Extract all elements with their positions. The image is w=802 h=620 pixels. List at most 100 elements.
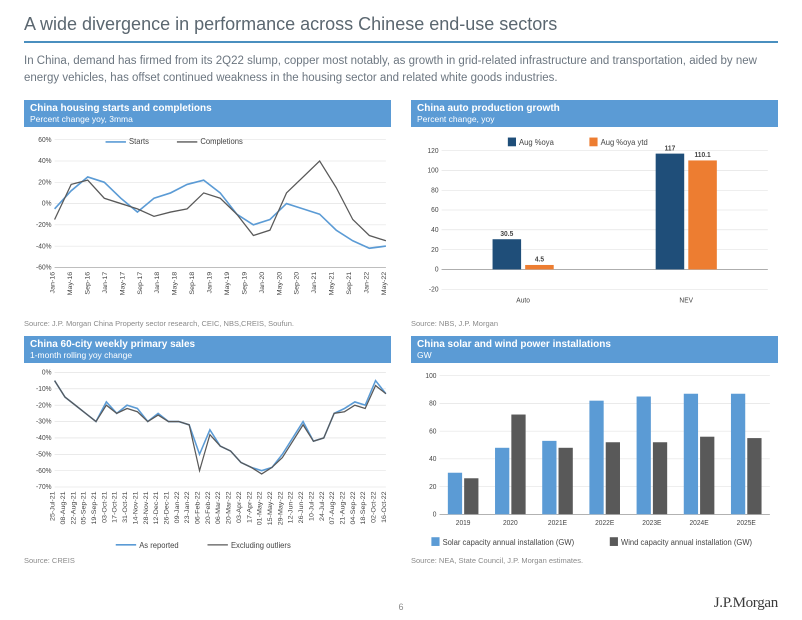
svg-text:NEV: NEV xyxy=(679,297,693,304)
svg-text:Excluding outliers: Excluding outliers xyxy=(231,541,291,550)
svg-text:0: 0 xyxy=(435,266,439,273)
svg-text:-20: -20 xyxy=(429,286,439,293)
svg-text:06-Feb-22: 06-Feb-22 xyxy=(195,491,202,524)
svg-text:2019: 2019 xyxy=(456,520,471,527)
svg-text:06-Mar-22: 06-Mar-22 xyxy=(215,491,222,524)
svg-text:80: 80 xyxy=(429,400,437,407)
svg-text:120: 120 xyxy=(427,147,438,154)
svg-text:-10%: -10% xyxy=(36,386,51,393)
svg-text:21-Aug-22: 21-Aug-22 xyxy=(340,491,347,524)
svg-text:40%: 40% xyxy=(38,158,51,165)
svg-text:26-Jun-22: 26-Jun-22 xyxy=(298,491,305,523)
panel-power: China solar and wind power installations… xyxy=(411,336,778,565)
page-title: A wide divergence in performance across … xyxy=(0,0,802,41)
panel-title: China housing starts and completions xyxy=(30,103,385,114)
svg-text:Sep-19: Sep-19 xyxy=(242,271,249,294)
svg-text:0%: 0% xyxy=(42,200,52,207)
svg-text:20-Feb-22: 20-Feb-22 xyxy=(205,491,212,524)
svg-text:As reported: As reported xyxy=(139,541,178,550)
svg-text:Sep-20: Sep-20 xyxy=(294,271,301,294)
svg-text:17-Apr-22: 17-Apr-22 xyxy=(246,491,253,523)
svg-text:-40%: -40% xyxy=(36,243,51,250)
svg-text:18-Sep-22: 18-Sep-22 xyxy=(360,491,367,524)
panel-sales: China 60-city weekly primary sales 1-mon… xyxy=(24,336,391,565)
svg-text:May-16: May-16 xyxy=(67,271,74,295)
svg-text:28-Nov-21: 28-Nov-21 xyxy=(143,491,150,524)
svg-text:04-Sep-22: 04-Sep-22 xyxy=(350,491,357,524)
svg-text:Jan-19: Jan-19 xyxy=(207,271,214,293)
svg-text:26-Dec-21: 26-Dec-21 xyxy=(164,491,171,524)
svg-text:-20%: -20% xyxy=(36,221,51,228)
svg-text:2022E: 2022E xyxy=(595,520,615,527)
panel-head: China housing starts and completions Per… xyxy=(24,100,391,127)
panel-housing: China housing starts and completions Per… xyxy=(24,100,391,329)
svg-text:Jan-17: Jan-17 xyxy=(102,271,109,293)
panel-head: China solar and wind power installations… xyxy=(411,336,778,363)
intro-text: In China, demand has firmed from its 2Q2… xyxy=(0,53,802,100)
svg-text:2021E: 2021E xyxy=(548,520,568,527)
svg-text:Completions: Completions xyxy=(200,136,242,145)
svg-text:15-May-22: 15-May-22 xyxy=(267,491,274,525)
svg-text:110.1: 110.1 xyxy=(694,152,710,159)
svg-text:Aug %oya: Aug %oya xyxy=(519,137,554,146)
svg-text:117: 117 xyxy=(665,145,676,152)
panel-subtitle: Percent change yoy, 3mma xyxy=(30,114,385,124)
svg-text:29-May-22: 29-May-22 xyxy=(278,491,285,525)
panel-title: China auto production growth xyxy=(417,103,772,114)
panel-head: China auto production growth Percent cha… xyxy=(411,100,778,127)
svg-text:40: 40 xyxy=(429,456,437,463)
svg-text:May-22: May-22 xyxy=(381,271,388,295)
svg-text:Aug %oya ytd: Aug %oya ytd xyxy=(601,137,648,146)
svg-text:10-Jul-22: 10-Jul-22 xyxy=(309,491,316,521)
svg-text:25-Jul-21: 25-Jul-21 xyxy=(50,491,57,521)
svg-text:0%: 0% xyxy=(42,369,52,376)
svg-text:-20%: -20% xyxy=(36,402,51,409)
svg-text:Starts: Starts xyxy=(129,136,149,145)
svg-text:May-21: May-21 xyxy=(329,271,336,295)
svg-text:16-Oct-22: 16-Oct-22 xyxy=(381,491,388,523)
svg-text:-30%: -30% xyxy=(36,419,51,426)
panel-title: China solar and wind power installations xyxy=(417,339,772,350)
svg-text:01-May-22: 01-May-22 xyxy=(257,491,264,525)
svg-text:03-Apr-22: 03-Apr-22 xyxy=(236,491,243,523)
svg-text:17-Oct-21: 17-Oct-21 xyxy=(112,491,119,523)
chart-housing: -60%-40%-20%0%20%40%60%Jan-16May-16Sep-1… xyxy=(24,131,391,317)
svg-text:-70%: -70% xyxy=(36,484,51,491)
svg-text:2020: 2020 xyxy=(503,520,518,527)
svg-text:22-Aug-21: 22-Aug-21 xyxy=(70,491,77,524)
svg-text:Jan-22: Jan-22 xyxy=(364,271,371,293)
svg-text:-50%: -50% xyxy=(36,451,51,458)
svg-text:12-Dec-21: 12-Dec-21 xyxy=(153,491,160,524)
svg-text:14-Nov-21: 14-Nov-21 xyxy=(133,491,140,524)
chart-grid: China housing starts and completions Per… xyxy=(0,100,802,565)
svg-text:02-Oct-22: 02-Oct-22 xyxy=(371,491,378,523)
svg-text:4.5: 4.5 xyxy=(535,256,544,263)
svg-text:Wind capacity annual installat: Wind capacity annual installation (GW) xyxy=(621,538,752,547)
svg-text:23-Jan-22: 23-Jan-22 xyxy=(184,491,191,523)
svg-text:Sep-21: Sep-21 xyxy=(346,271,353,294)
svg-text:Jan-21: Jan-21 xyxy=(311,271,318,293)
svg-text:May-19: May-19 xyxy=(224,271,231,295)
panel-head: China 60-city weekly primary sales 1-mon… xyxy=(24,336,391,363)
svg-text:0: 0 xyxy=(433,511,437,518)
svg-text:30.5: 30.5 xyxy=(500,230,513,237)
svg-text:-40%: -40% xyxy=(36,435,51,442)
brand-logo: J.P.Morgan xyxy=(714,595,778,612)
svg-text:60%: 60% xyxy=(38,136,51,143)
svg-text:20: 20 xyxy=(429,484,437,491)
svg-text:40: 40 xyxy=(431,226,439,233)
svg-text:2023E: 2023E xyxy=(642,520,662,527)
svg-text:19-Sep-21: 19-Sep-21 xyxy=(91,491,98,524)
svg-text:Sep-16: Sep-16 xyxy=(85,271,92,294)
svg-text:07-Aug-22: 07-Aug-22 xyxy=(329,491,336,524)
svg-text:2024E: 2024E xyxy=(689,520,709,527)
chart-sales: -70%-60%-50%-40%-30%-20%-10%0%25-Jul-210… xyxy=(24,367,391,553)
panel-subtitle: GW xyxy=(417,350,772,360)
panel-auto: China auto production growth Percent cha… xyxy=(411,100,778,329)
svg-text:20%: 20% xyxy=(38,179,51,186)
svg-text:Sep-17: Sep-17 xyxy=(137,271,144,294)
chart-auto: -20020406080100120Aug %oyaAug %oya ytd30… xyxy=(411,131,778,317)
panel-subtitle: Percent change, yoy xyxy=(417,114,772,124)
svg-text:24-Jul-22: 24-Jul-22 xyxy=(319,491,326,521)
title-rule xyxy=(24,41,778,43)
